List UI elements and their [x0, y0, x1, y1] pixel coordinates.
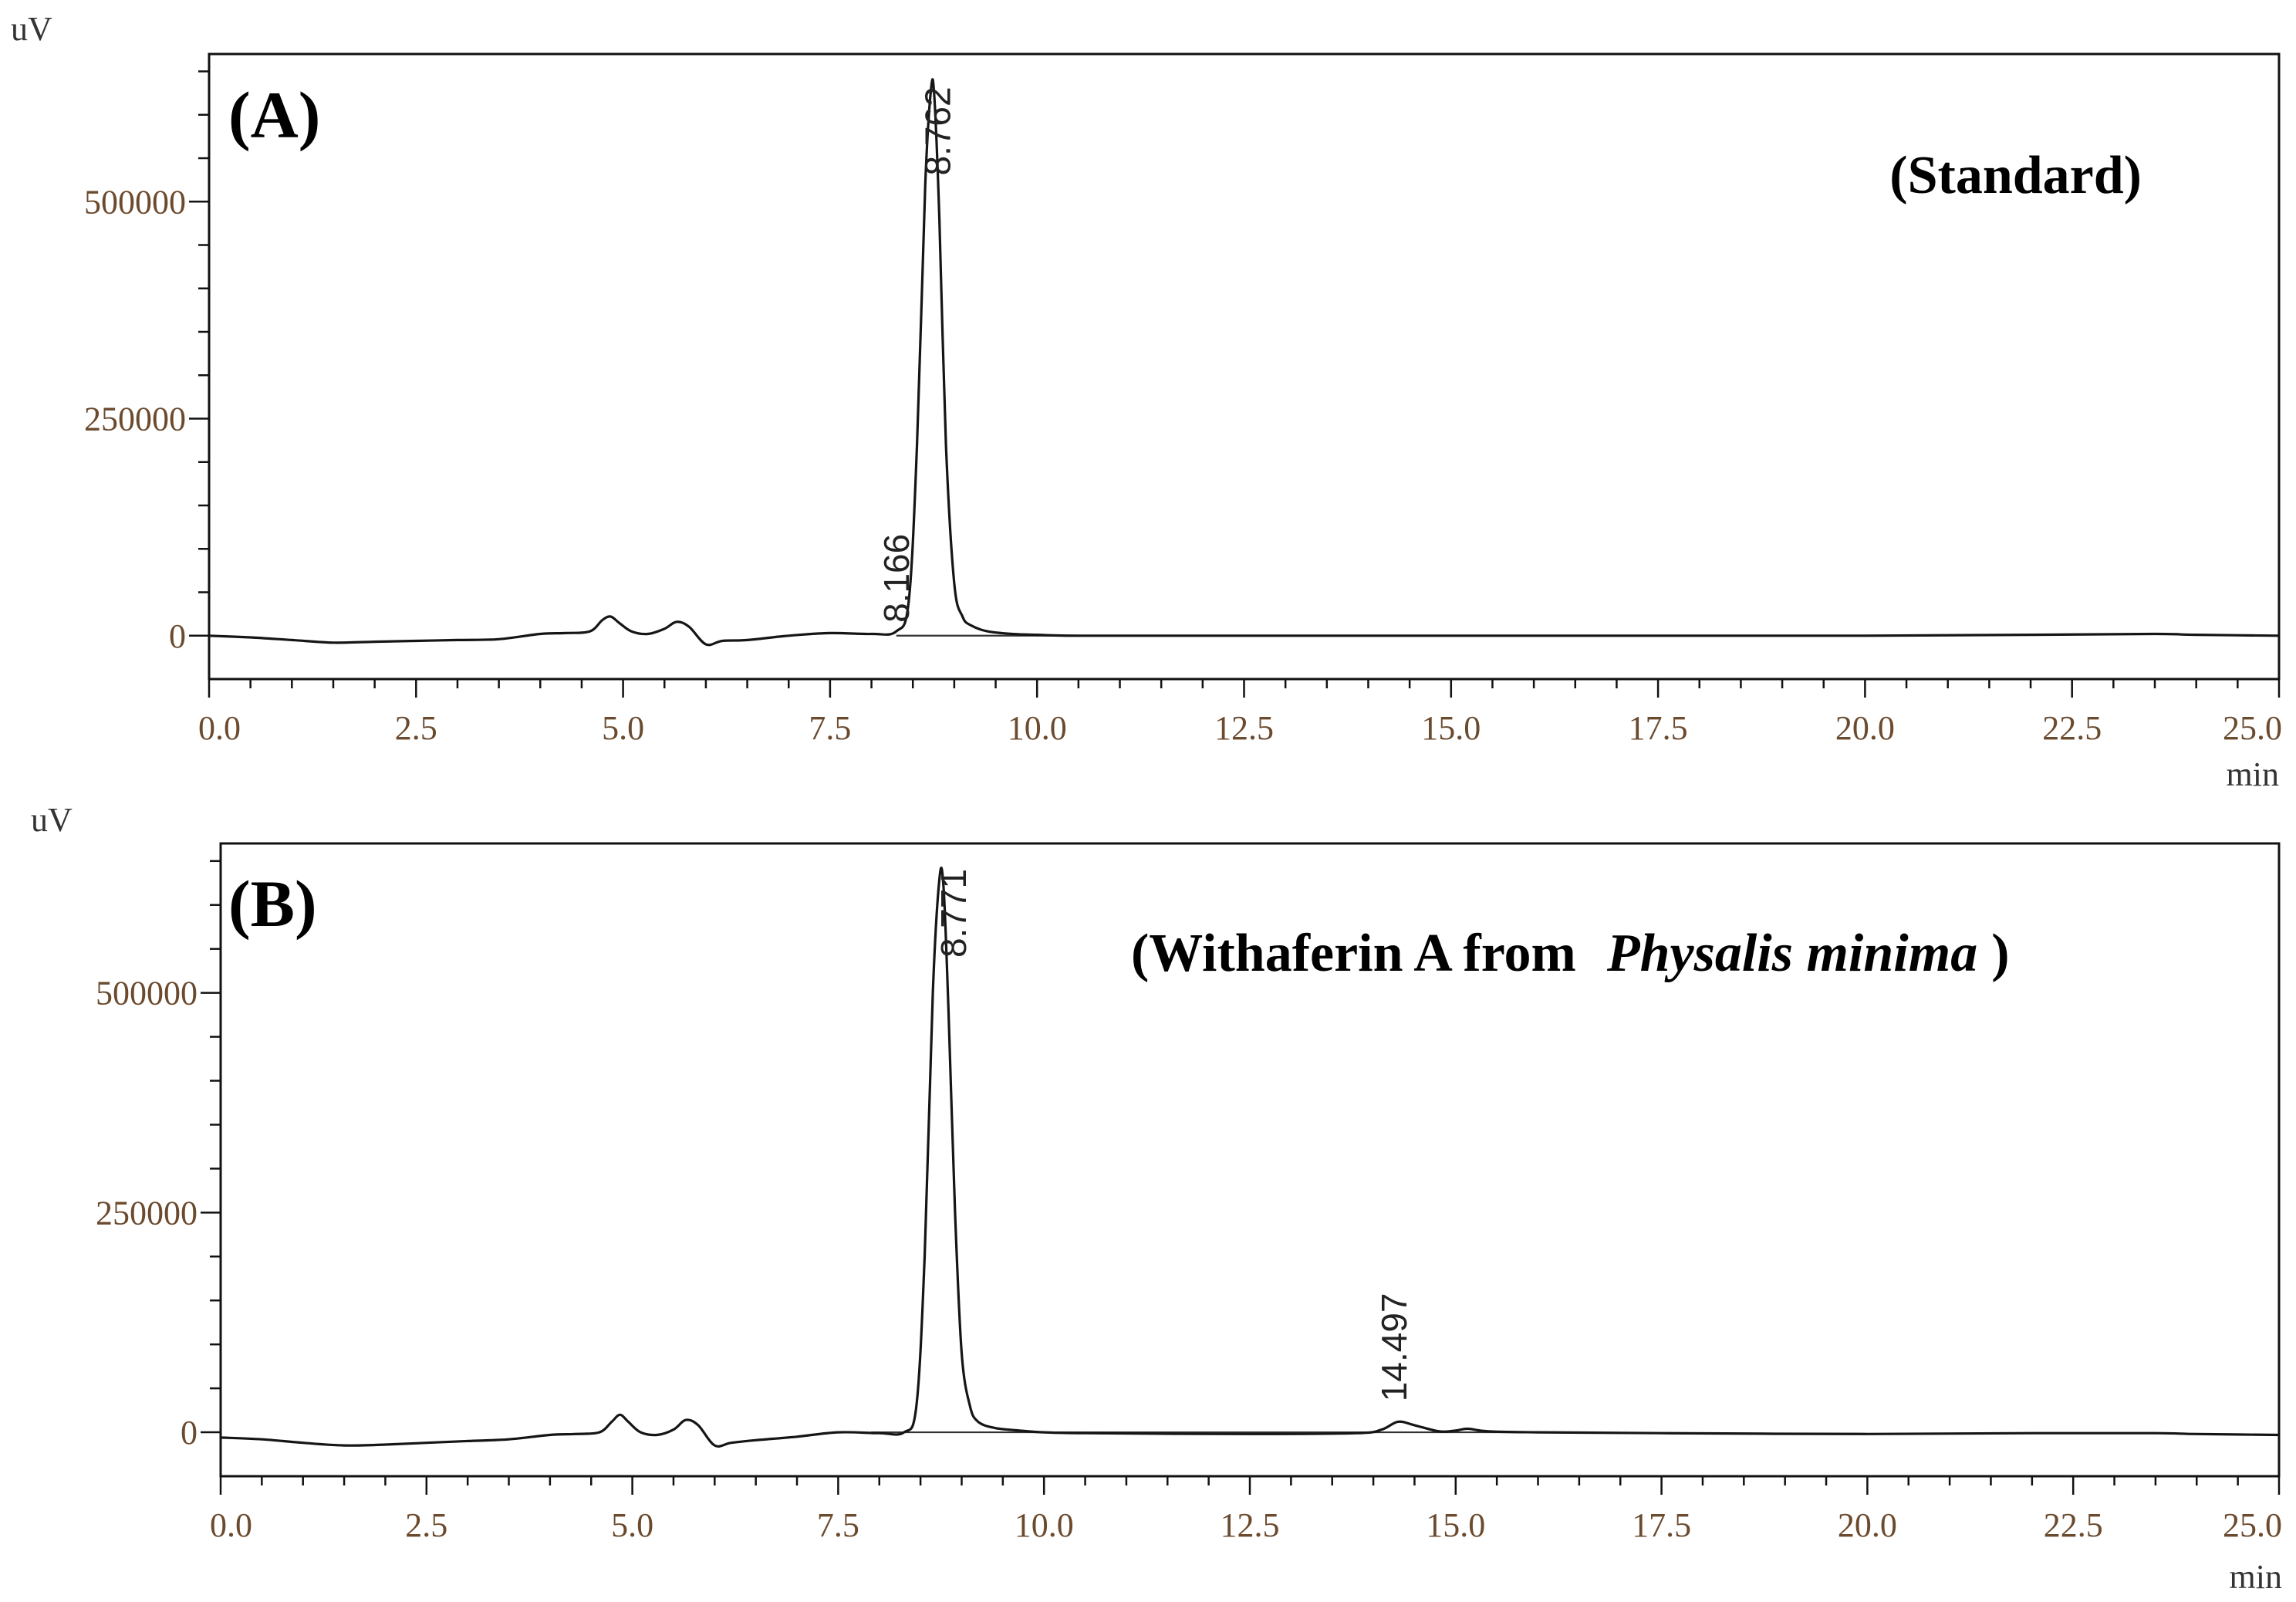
x-unit-label-a: min — [2227, 755, 2279, 793]
chromatogram-trace-b — [220, 867, 2280, 1448]
panel-title-b-main: (Withaferin A from — [1131, 924, 1576, 983]
x-tick-label: 15.0 — [1421, 709, 1481, 747]
x-tick-label: 22.5 — [2044, 1506, 2103, 1544]
x-axis-ticks-b: 0.0 2.5 5.0 7.5 10.0 12.5 15.0 17.5 20.0 22.5 25.0 — [210, 1476, 2282, 1544]
x-tick-label: 5.0 — [602, 709, 644, 747]
x-tick-label: 0.0 — [210, 1506, 252, 1544]
y-unit-label-a: uV — [11, 10, 52, 48]
chromatogram-panel-a: 0 250000 500000 0.0 2.5 5.0 7.5 10.0 12.5 15.0 17… — [11, 10, 2282, 793]
y-tick-label: 250000 — [84, 400, 186, 438]
x-tick-label: 17.5 — [1629, 709, 1688, 747]
chromatogram-panel-b: 0 250000 500000 0.0 2.5 5.0 7.5 10.0 12.5 15.0 17… — [31, 801, 2282, 1596]
x-unit-label-b: min — [2230, 1558, 2282, 1596]
x-tick-label: 15.0 — [1426, 1506, 1485, 1544]
panel-title-a: (Standard) — [1889, 146, 2142, 205]
panel-title-b: (Withaferin A from Physalis minima) — [1131, 924, 2010, 983]
x-tick-label: 25.0 — [2223, 709, 2282, 747]
x-tick-label: 22.5 — [2042, 709, 2102, 747]
y-unit-label-b: uV — [31, 801, 73, 839]
y-tick-label: 250000 — [96, 1194, 198, 1232]
x-tick-label: 12.5 — [1214, 709, 1274, 747]
panel-label-a: (A) — [228, 78, 320, 152]
peak-labels-a: 8.762 8.166 — [876, 86, 958, 623]
peak-labels-b: 8.771 14.497 — [934, 869, 1414, 1401]
panel-label-b: (B) — [228, 867, 317, 941]
x-tick-label: 7.5 — [809, 709, 851, 747]
peak-label: 14.497 — [1374, 1293, 1414, 1401]
y-axis-ticks-a: 0 250000 500000 — [84, 70, 209, 655]
peak-label: 8.166 — [876, 534, 917, 623]
chromatogram-trace-a — [208, 78, 2280, 647]
x-tick-label: 10.0 — [1008, 709, 1067, 747]
x-tick-label: 20.0 — [1835, 709, 1895, 747]
x-tick-label: 0.0 — [198, 709, 241, 747]
x-tick-label: 10.0 — [1015, 1506, 1074, 1544]
y-tick-label: 500000 — [84, 183, 186, 221]
x-tick-label: 20.0 — [1838, 1506, 1897, 1544]
x-tick-label: 25.0 — [2223, 1506, 2282, 1544]
x-tick-label: 7.5 — [817, 1506, 859, 1544]
x-axis-ticks-a: 0.0 2.5 5.0 7.5 10.0 12.5 15.0 17.5 20.0 22.5 25.0 — [198, 679, 2282, 747]
x-tick-label: 2.5 — [395, 709, 437, 747]
x-tick-label: 5.0 — [611, 1506, 653, 1544]
panel-title-b-suffix: ) — [1991, 924, 2009, 983]
y-tick-label: 500000 — [96, 975, 198, 1012]
peak-label: 8.771 — [934, 869, 974, 958]
x-tick-label: 2.5 — [405, 1506, 447, 1544]
peak-label: 8.762 — [918, 86, 958, 175]
y-axis-ticks-b: 0 250000 500000 — [96, 860, 221, 1452]
x-tick-label: 12.5 — [1221, 1506, 1280, 1544]
x-tick-label: 17.5 — [1632, 1506, 1691, 1544]
panel-title-b-italic: Physalis minima — [1606, 924, 1977, 983]
y-tick-label: 0 — [169, 617, 186, 655]
y-tick-label: 0 — [181, 1414, 198, 1452]
panel-title-a-main: (Standard) — [1889, 146, 2142, 205]
